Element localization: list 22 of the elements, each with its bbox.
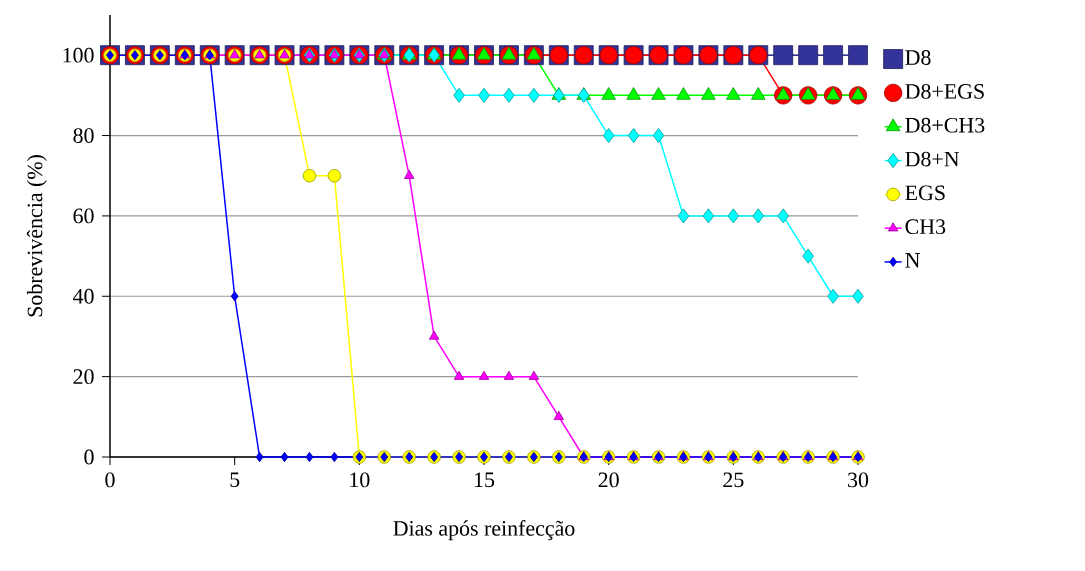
x-tick-label: 10: [350, 472, 370, 488]
x-tick-label: 5: [230, 472, 240, 488]
y-tick-label: 0: [84, 449, 94, 465]
y-tick-label: 40: [73, 288, 94, 304]
y-axis-title: Sobrevivência (%): [26, 155, 47, 317]
legend-label: N: [905, 253, 920, 268]
y-tick-label: 60: [73, 208, 94, 224]
x-axis-title: Dias após reinfecção: [393, 520, 575, 541]
legend-label: D8+EGS: [905, 83, 984, 99]
x-tick-label: 25: [723, 472, 744, 488]
legend-label: EGS: [905, 185, 945, 201]
x-tick-label: 30: [848, 472, 869, 488]
legend-label: CH3: [905, 219, 946, 235]
legend-label: D8+CH3: [905, 117, 985, 133]
y-tick-label: 80: [73, 128, 94, 143]
legend-label: D8+N: [905, 151, 960, 167]
x-tick-label: 0: [105, 472, 115, 488]
legend-label: D8: [905, 50, 931, 65]
x-tick-label: 15: [474, 472, 495, 488]
x-tick-label: 20: [598, 472, 619, 488]
y-tick-label: 100: [63, 47, 94, 63]
y-tick-label: 20: [73, 369, 94, 385]
